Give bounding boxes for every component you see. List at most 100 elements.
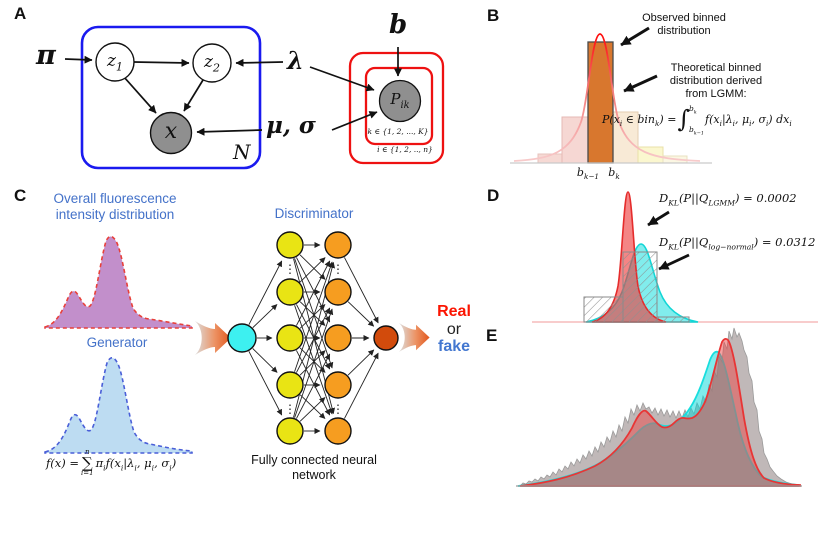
- integral-lower-limit: bk−1: [688, 125, 705, 137]
- nn-edge: [248, 260, 283, 325]
- panel-d-label: D: [487, 186, 500, 205]
- nn-node-hidden-2: [324, 371, 352, 399]
- b-annotation-arrows: [620, 26, 658, 93]
- e-lgmm-curve: [519, 337, 801, 487]
- generator-formula: f(x) = n ∑ i=1 πif(xi|λi, μi, σi): [46, 449, 176, 477]
- gen-formula-lhs: f(x) =: [46, 456, 80, 470]
- panel-a-graphical-model: [64, 25, 445, 170]
- nn-node-hidden-1: [276, 371, 304, 399]
- observed-annotation: Observed binned distribution: [642, 12, 726, 37]
- nn-edge: [252, 304, 278, 328]
- node-z2-label: z2: [203, 52, 221, 75]
- nn-edge: [296, 260, 331, 326]
- panel-c-label: C: [14, 186, 27, 205]
- nn-dots-icon: ⋮: [284, 262, 296, 276]
- theoretical-annotation: Theoretical binned distribution derived …: [669, 62, 763, 100]
- model-arrows: [64, 47, 402, 136]
- discriminator-label: Discriminator: [274, 206, 354, 221]
- nn-node-output: [373, 325, 399, 351]
- gen-formula-rhs: πif(xi|λi, μi, σi): [95, 456, 177, 473]
- integral: ∫ bk bk−1: [677, 104, 705, 137]
- plate-N-label: N: [233, 140, 251, 164]
- b-bar: [561, 116, 589, 164]
- sum-upper: n: [85, 448, 90, 456]
- node-x: [149, 111, 193, 155]
- real-label: Real: [437, 303, 471, 320]
- nn-edge: [299, 397, 326, 422]
- nn-edge: [294, 258, 334, 369]
- or-label: or: [446, 320, 462, 338]
- plate-i: [348, 51, 445, 165]
- nn-edge: [299, 301, 326, 326]
- panel-d-kl-plot: [532, 191, 818, 323]
- pi-symbol: π: [36, 40, 56, 71]
- plate-N: [80, 25, 262, 170]
- sum-lower: i=1: [81, 469, 94, 477]
- nn-node-hidden-2: [324, 417, 352, 445]
- overall-distribution-label: Overall fluorescence intensity distribut…: [53, 191, 177, 222]
- nn-dots-icon: ⋮: [284, 402, 296, 416]
- overall-distribution-curve: [44, 235, 193, 329]
- nn-edge: [299, 304, 326, 329]
- nn-edge: [296, 353, 331, 419]
- node-x-label: x: [164, 119, 178, 144]
- plate-i-label: i ∈ {1, 2, .., n}: [377, 145, 433, 154]
- d-observed-bars: [583, 251, 690, 323]
- input-arrow: [195, 321, 231, 355]
- nn-edge: [299, 394, 326, 419]
- b-bar: [612, 111, 639, 164]
- nn-dots-icon: ⋮: [332, 262, 344, 276]
- formula-lhs: P(xi ∈ bink) =: [602, 112, 677, 128]
- nn-edge: [299, 257, 326, 283]
- nn-node-hidden-1: [276, 231, 304, 259]
- generator-distribution-curve: [44, 356, 193, 454]
- panel-c-gan: ⋮ ⋮ ⋮ ⋮: [44, 231, 430, 454]
- lambda-symbol: λ: [287, 46, 304, 75]
- b-symbol: b: [389, 10, 408, 40]
- xtick-bk: bk: [608, 166, 620, 182]
- integral-upper-limit: bk: [688, 104, 697, 116]
- real-or-fake-label: Real or fake: [426, 303, 482, 356]
- b-density-curve: [513, 33, 701, 162]
- nn-node-hidden-2: [324, 231, 352, 259]
- panel-a-label: A: [14, 4, 27, 23]
- integrand: f(xi|λi, μi, σi) dxi: [705, 112, 792, 128]
- mu-sigma-symbol: μ, σ: [266, 112, 316, 139]
- panel-b-histogram: [510, 26, 712, 164]
- nn-node-hidden-1: [276, 278, 304, 306]
- nn-edge: [294, 261, 334, 372]
- nn-edge: [252, 348, 278, 373]
- sum-sign: ∑: [81, 454, 93, 472]
- fake-label: fake: [437, 338, 471, 356]
- nn-node-hidden-1: [276, 417, 304, 445]
- nn-node-input: [227, 323, 257, 353]
- panel-e-fit-plot: [516, 327, 802, 487]
- nn-edge: [299, 350, 326, 376]
- kl-lognormal-value: DKL(P||Qlog−normal) = 0.0312: [659, 235, 816, 252]
- kl-lgmm-value: DKL(P||QLGMM) = 0.0002: [659, 191, 797, 208]
- node-pik: [378, 79, 422, 123]
- nn-edge: [347, 349, 375, 376]
- node-pik-label: Pik: [390, 90, 410, 111]
- nn-dots-icon: ⋮: [332, 402, 344, 416]
- nn-edge: [344, 352, 379, 419]
- nn-edge: [248, 351, 283, 416]
- node-z2: [192, 43, 232, 83]
- node-z1: [95, 42, 135, 82]
- summation: n ∑ i=1: [81, 449, 94, 477]
- output-arrow: [399, 323, 430, 352]
- binned-probability-formula: P(xi ∈ bink) = ∫ bk bk−1 f(xi|λi, μi, σi…: [602, 104, 792, 137]
- panel-b-label: B: [487, 6, 500, 25]
- nn-node-hidden-2: [324, 278, 352, 306]
- nn-edge: [296, 257, 331, 323]
- plate-k: [364, 66, 434, 146]
- fully-connected-label: Fully connected neural network: [251, 453, 377, 482]
- nn-edge: [299, 347, 326, 373]
- node-z1-label: z1: [106, 51, 124, 74]
- xtick-bk-1: bk−1: [576, 166, 600, 182]
- nn-edge: [299, 254, 326, 280]
- discriminator-network: ⋮ ⋮ ⋮ ⋮: [227, 231, 399, 445]
- nn-edge: [294, 308, 334, 418]
